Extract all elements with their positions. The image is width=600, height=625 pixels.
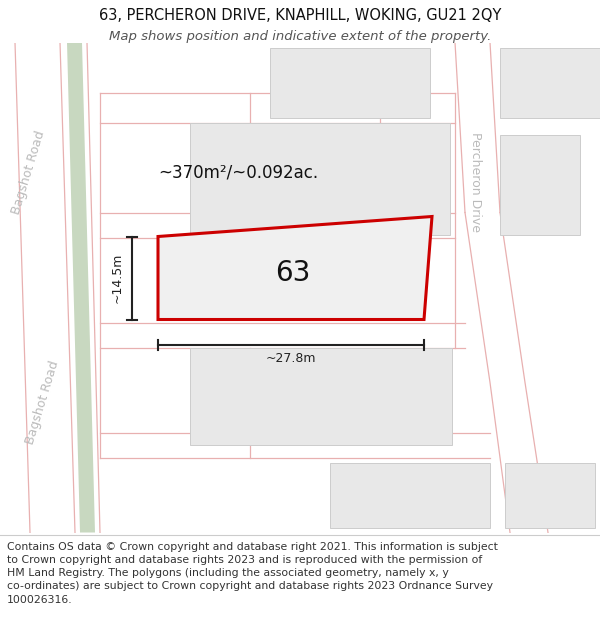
Text: Map shows position and indicative extent of the property.: Map shows position and indicative extent… xyxy=(109,30,491,42)
Bar xyxy=(500,134,580,234)
Text: 63: 63 xyxy=(275,259,311,287)
Bar xyxy=(270,48,430,118)
Polygon shape xyxy=(158,216,432,319)
Text: ~27.8m: ~27.8m xyxy=(266,352,316,366)
Text: ~370m²/~0.092ac.: ~370m²/~0.092ac. xyxy=(158,164,318,181)
Text: Contains OS data © Crown copyright and database right 2021. This information is : Contains OS data © Crown copyright and d… xyxy=(7,542,498,604)
Bar xyxy=(190,348,452,444)
Text: Bagshot Road: Bagshot Road xyxy=(9,129,47,216)
Bar xyxy=(505,462,595,528)
Polygon shape xyxy=(67,42,95,532)
Bar xyxy=(330,462,490,528)
Text: Bagshot Road: Bagshot Road xyxy=(23,359,61,446)
Text: 63, PERCHERON DRIVE, KNAPHILL, WOKING, GU21 2QY: 63, PERCHERON DRIVE, KNAPHILL, WOKING, G… xyxy=(99,9,501,24)
Bar xyxy=(500,48,600,118)
Text: Percheron Drive: Percheron Drive xyxy=(469,132,482,232)
Text: ~14.5m: ~14.5m xyxy=(111,253,124,303)
Bar xyxy=(190,122,450,234)
